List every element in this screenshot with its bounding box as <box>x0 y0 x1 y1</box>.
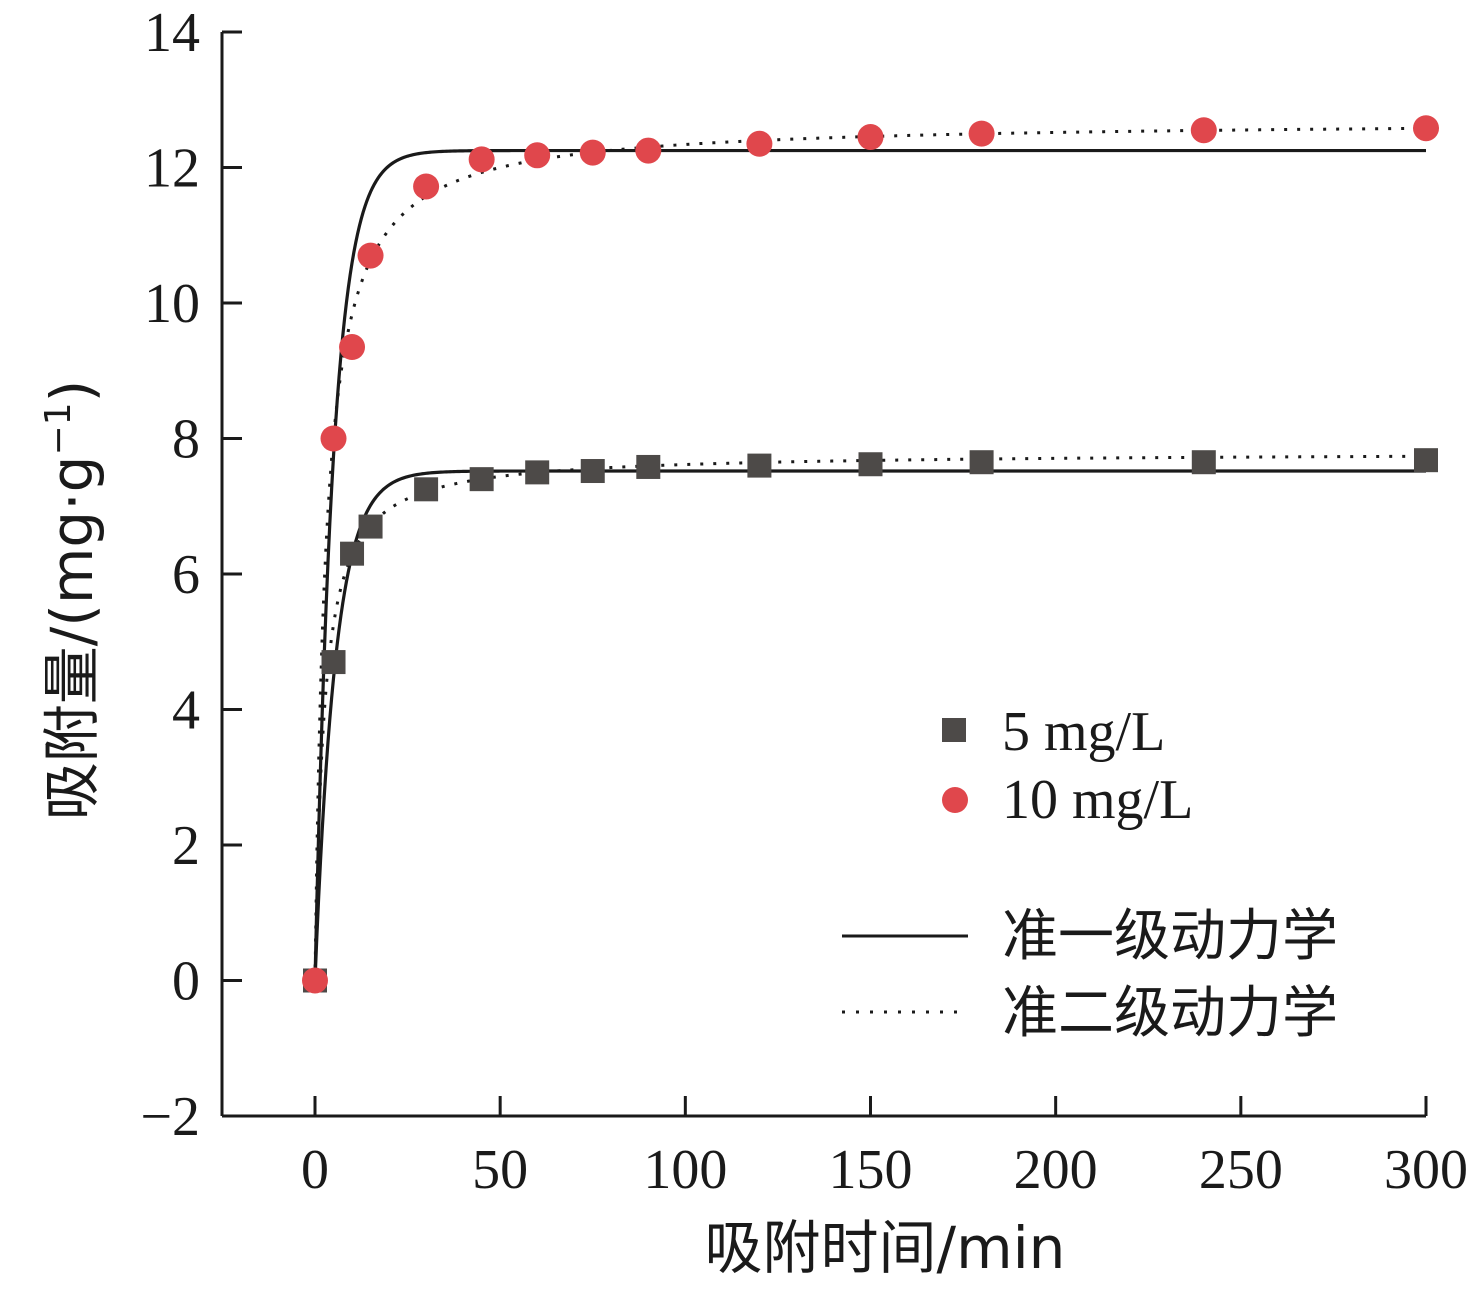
x-tick-label: 250 <box>1199 1139 1283 1201</box>
point-10mgL <box>524 142 551 169</box>
point-10mgL <box>635 137 662 164</box>
y-tick-label: 14 <box>144 2 200 64</box>
y-axis-title-close: ) <box>38 380 106 403</box>
y-tick-label: 12 <box>144 138 200 200</box>
x-tick-label: 100 <box>643 1139 727 1201</box>
pseudo-first-order-curve-10mgL <box>313 148 1426 981</box>
data-points <box>302 115 1439 994</box>
point-10mgL <box>302 967 328 994</box>
legend-label-pseudo-first-order: 准一级动力学 <box>1002 906 1338 968</box>
point-10mgL <box>320 425 347 452</box>
x-tick-label: 50 <box>472 1139 528 1201</box>
pseudo-second-order-curve-5mgL <box>313 454 1426 981</box>
y-tick-label: 6 <box>172 544 200 606</box>
point-5mgL <box>525 460 550 485</box>
point-10mgL <box>746 130 773 157</box>
point-5mgL <box>747 453 772 478</box>
point-5mgL <box>969 450 994 475</box>
point-5mgL <box>469 467 494 492</box>
y-axis-ticks: −2 0 2 4 6 8 10 12 14 <box>140 2 242 1148</box>
point-10mgL <box>357 242 384 269</box>
point-10mgL <box>468 146 495 173</box>
point-5mgL <box>358 514 383 539</box>
point-10mgL <box>1413 115 1439 142</box>
y-axis-title-superscript: −1 <box>38 402 79 455</box>
point-5mgL <box>1414 448 1438 473</box>
y-tick-label: 2 <box>172 815 200 877</box>
legend-marker-5mgL <box>942 718 966 742</box>
y-tick-label: 4 <box>172 680 200 742</box>
point-5mgL <box>340 541 365 566</box>
x-tick-label: 200 <box>1014 1139 1098 1201</box>
legend: 5 mg/L 10 mg/L 准一级动力学 准二级动力学 <box>842 701 1338 1045</box>
point-10mgL <box>413 173 440 200</box>
legend-marker-10mgL <box>942 787 968 813</box>
x-axis-title: 吸附时间/min <box>705 1214 1066 1282</box>
legend-label-10mgL: 10 mg/L <box>1002 769 1193 831</box>
point-10mgL <box>968 120 995 147</box>
point-5mgL <box>1191 450 1216 475</box>
y-tick-label: −2 <box>140 1086 200 1148</box>
legend-label-5mgL: 5 mg/L <box>1002 701 1165 763</box>
x-tick-label: 0 <box>301 1139 329 1201</box>
point-10mgL <box>579 139 606 166</box>
point-5mgL <box>414 477 439 502</box>
point-10mgL <box>1190 117 1217 144</box>
x-axis-ticks: 0 50 100 150 200 250 300 <box>301 1096 1468 1201</box>
x-tick-label: 300 <box>1384 1139 1468 1201</box>
y-tick-label: 8 <box>172 409 200 471</box>
legend-label-pseudo-second-order: 准二级动力学 <box>1002 983 1338 1045</box>
pseudo-second-order-curve-10mgL <box>313 126 1427 981</box>
point-10mgL <box>339 334 366 361</box>
point-5mgL <box>321 650 346 675</box>
point-5mgL <box>580 459 605 484</box>
point-5mgL <box>636 454 661 479</box>
y-tick-label: 10 <box>144 273 200 335</box>
point-10mgL <box>857 124 884 151</box>
fit-lines <box>313 126 1427 981</box>
y-tick-label: 0 <box>172 951 200 1013</box>
x-tick-label: 150 <box>829 1139 913 1201</box>
y-axis-title-main: 吸附量/(mg·g <box>38 455 106 820</box>
point-5mgL <box>858 452 883 477</box>
y-axis-title: 吸附量/(mg·g−1) <box>38 380 106 820</box>
pseudo-first-order-curve-5mgL <box>313 469 1426 981</box>
